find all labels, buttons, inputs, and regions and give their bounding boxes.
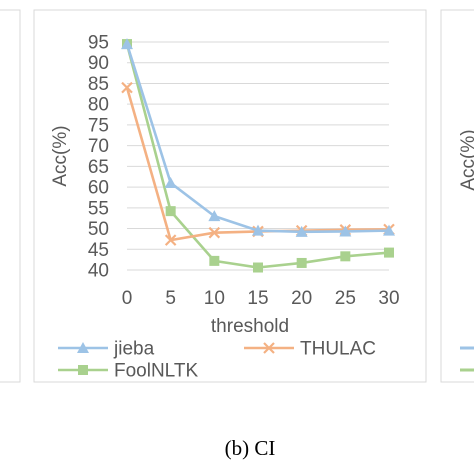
data-point [384, 247, 394, 258]
left-panel-frame [0, 9, 21, 383]
data-point [121, 81, 133, 94]
data-point [340, 251, 351, 262]
x-tick-label: 10 [204, 288, 225, 309]
y-axis-title: Acc(%) [50, 125, 71, 186]
data-point [383, 224, 395, 236]
x-tick-label: 25 [335, 288, 356, 309]
x-tick-label: 15 [247, 288, 268, 309]
y-tick-label: 90 [88, 53, 109, 74]
legend-label: jieba [113, 339, 155, 360]
x-tick-label: 20 [291, 288, 312, 309]
chart-frame [33, 9, 427, 383]
x-tick-label: 5 [165, 288, 176, 309]
y-tick-label: 80 [88, 95, 109, 116]
data-point [208, 226, 221, 239]
x-tick-labels: 0 5 10 15 20 25 30 [122, 288, 400, 309]
data-point [253, 262, 263, 273]
y-tick-label: 70 [88, 136, 109, 157]
legend-marker [77, 342, 89, 353]
y-tick-label: 60 [88, 178, 109, 199]
data-point [164, 176, 177, 188]
legend-item-thulac: THULAC [244, 339, 376, 360]
right-panel-frame [440, 9, 474, 383]
x-tick-label: 30 [378, 288, 399, 309]
y-tick-label: 40 [88, 261, 109, 282]
legend-label: THULAC [300, 339, 376, 360]
y-tick-label: 55 [88, 198, 109, 219]
data-point [165, 206, 176, 217]
legend-label: FoolNLTK [114, 361, 198, 382]
legend-item-jieba: jieba [58, 339, 155, 360]
series-jieba [121, 38, 395, 237]
legend-marker [78, 365, 88, 375]
series-layer [121, 38, 395, 273]
data-point [295, 225, 308, 237]
legend: jieba THULAC FoolNLTK [58, 339, 376, 382]
x-tick-label: 0 [122, 288, 133, 309]
gridlines [127, 41, 389, 271]
data-point [209, 255, 220, 266]
y-tick-label: 50 [88, 219, 109, 240]
right-panel-ylabel-fragment: Acc(%) [458, 129, 474, 190]
data-point [252, 224, 264, 236]
legend-marker [263, 342, 275, 354]
y-tick-label: 75 [88, 115, 109, 136]
x-axis-title: threshold [211, 316, 289, 337]
y-tick-label: 45 [88, 240, 109, 261]
y-tick-label: 95 [88, 33, 109, 54]
figure-caption: (b) CI [225, 436, 276, 460]
legend-item-foolnltk: FoolNLTK [58, 361, 198, 382]
data-point [296, 257, 307, 268]
y-tick-label: 65 [88, 157, 109, 178]
data-point [164, 234, 177, 246]
y-tick-label: 85 [88, 74, 109, 95]
data-point [121, 38, 133, 50]
data-point [208, 210, 221, 222]
data-point [339, 225, 352, 237]
